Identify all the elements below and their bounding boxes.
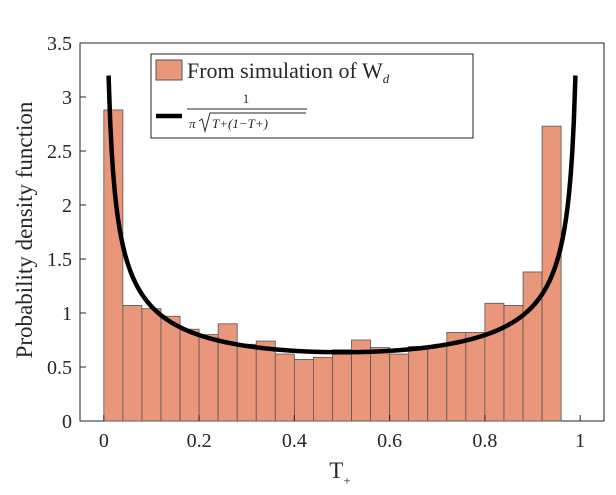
histogram-bar [198, 334, 219, 422]
histogram-bar [465, 332, 486, 422]
legend-curve-radicand: T+(1−T+) [212, 116, 268, 131]
legend: From simulation of Wd 1 π T+(1−T+) [150, 53, 474, 139]
x-tick-label: 0.4 [282, 430, 307, 452]
legend-curve-numerator: 1 [243, 91, 250, 106]
histogram-bar [522, 271, 543, 422]
histogram-bar [160, 315, 181, 422]
legend-box [150, 53, 474, 139]
histogram-bars [103, 109, 562, 422]
legend-swatch-histogram [155, 59, 183, 81]
histogram-bar [332, 349, 352, 422]
x-tick-label: 0 [99, 430, 109, 452]
y-tick-label: 3.5 [47, 33, 72, 55]
y-tick-label: 2.5 [47, 141, 72, 163]
x-tick-label: 0.6 [377, 430, 402, 452]
x-tick-label: 1 [575, 430, 585, 452]
histogram-bar [427, 344, 448, 422]
y-tick-label: 2 [62, 195, 72, 217]
histogram-bar [255, 340, 276, 422]
x-ticks: 0 0.2 0.4 0.6 0.8 1 [99, 415, 585, 452]
histogram-bar [141, 308, 162, 422]
histogram-bar [389, 353, 410, 422]
histogram-bar [217, 323, 238, 422]
histogram-bar [313, 356, 333, 422]
x-tick-label: 0.2 [187, 430, 212, 452]
histogram-bar [179, 328, 200, 422]
histogram-bar [370, 347, 391, 422]
x-tick-label: 0.8 [472, 430, 497, 452]
y-axis-label: Probability density function [12, 101, 37, 358]
histogram-bar [103, 109, 124, 422]
y-tick-label: 0 [62, 411, 72, 433]
y-ticks: 0 0.5 1 1.5 2 2.5 3 3.5 [47, 33, 86, 433]
histogram-bar [236, 343, 257, 422]
x-axis-label: T+ [329, 458, 350, 488]
legend-radical-sign [198, 112, 306, 133]
legend-label-histogram: From simulation of Wd [187, 58, 390, 86]
histogram-bar [122, 305, 143, 422]
histogram-bar [484, 302, 505, 422]
histogram-bar [274, 353, 295, 422]
histogram-bar [408, 346, 429, 422]
y-tick-label: 3 [62, 87, 72, 109]
y-tick-label: 0.5 [47, 357, 72, 379]
y-tick-label: 1 [62, 303, 72, 325]
y-tick-label: 1.5 [47, 249, 72, 271]
legend-curve-pi: π [189, 116, 196, 131]
histogram-bar [293, 359, 314, 422]
theoretical-curve [106, 75, 578, 355]
